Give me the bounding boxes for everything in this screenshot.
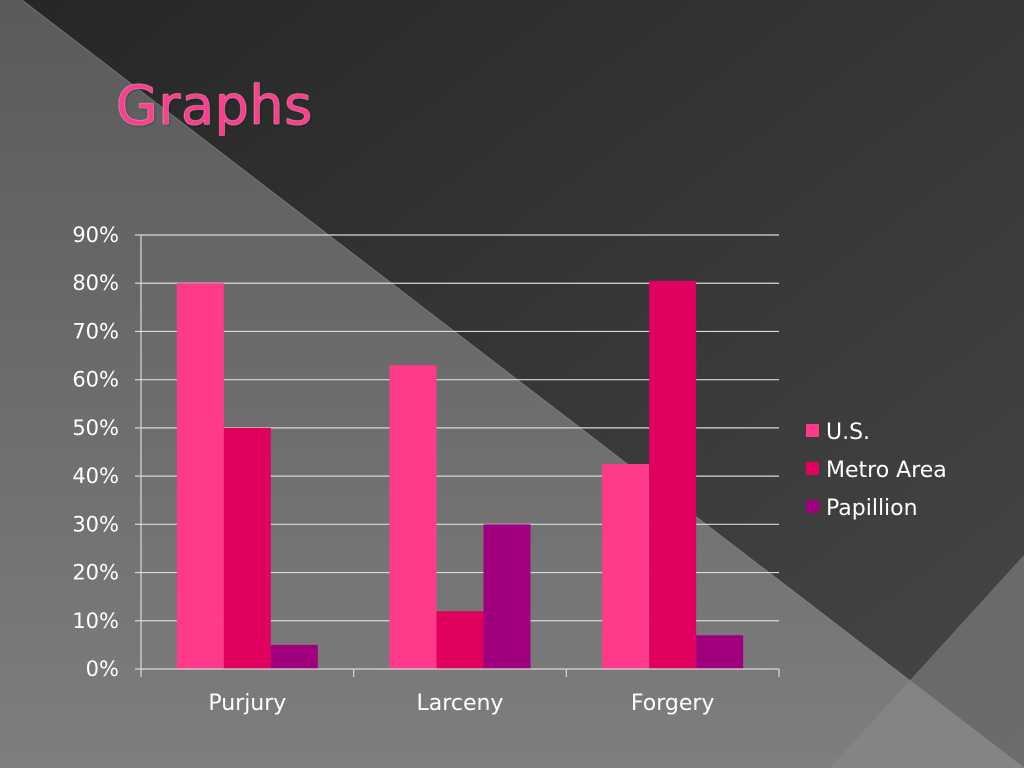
y-tick-label-60: 60% [72,368,119,392]
bar-larceny-u-s [389,365,437,669]
y-tick-label-90: 90% [72,223,119,247]
legend-swatch-papillion [806,500,819,513]
background-corner-facet [830,555,1024,768]
y-tick-label-10: 10% [72,609,119,633]
bar-larceny-metro-area [436,611,484,669]
legend-label-metro-area: Metro Area [826,458,947,483]
bar-forgery-metro-area [649,280,697,669]
legend-swatch-metro-area [806,462,819,475]
legend-label-papillion: Papillion [826,496,918,521]
bar-purjury-papillion [270,644,318,669]
legend-label-u-s: U.S. [826,420,870,445]
x-axis-labels: Purjury Larceny Forgery [208,691,714,716]
y-tick-label-20: 20% [72,561,119,585]
y-axis-ticks: 0% 10% 20% 30% 40% 50% 60% 70% 80% 90% [72,223,119,681]
bar-forgery-u-s [602,464,650,669]
y-tick-label-0: 0% [86,657,119,681]
y-tick-label-30: 30% [72,512,119,536]
chart-bars [176,280,744,669]
background-diagonal-edge [21,0,1024,768]
x-category-label-larceny: Larceny [417,691,504,716]
x-category-label-purjury: Purjury [208,691,286,716]
y-tick-label-80: 80% [72,271,119,295]
y-tick-label-50: 50% [72,416,119,440]
bar-purjury-u-s [176,283,224,669]
slide-title: Graphs [116,74,313,137]
x-category-label-forgery: Forgery [631,691,715,716]
chart-legend: U.S. Metro Area Papillion [806,420,947,521]
legend-swatch-u-s [806,424,819,437]
y-tick-label-40: 40% [72,464,119,488]
bar-forgery-papillion [696,635,744,669]
y-tick-label-70: 70% [72,319,119,343]
bar-purjury-metro-area [223,427,271,669]
bar-larceny-papillion [483,524,531,669]
chart-axes [135,234,780,677]
